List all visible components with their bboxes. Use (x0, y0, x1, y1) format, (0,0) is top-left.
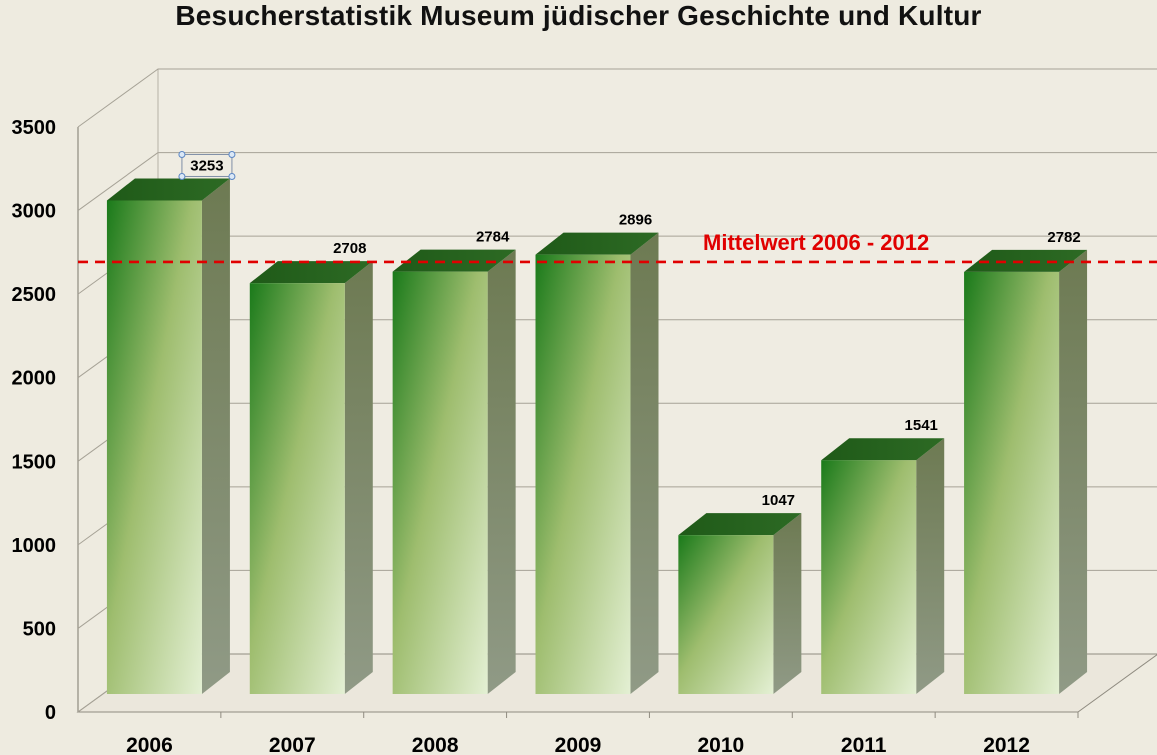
data-label: 1541 (905, 417, 938, 434)
y-tick-label: 2500 (12, 284, 57, 306)
bar-top (392, 249, 516, 272)
data-label: 1047 (762, 492, 795, 509)
bar-side (487, 249, 516, 694)
y-tick-label: 1500 (12, 451, 57, 473)
bar-top (249, 261, 373, 284)
bar-top (678, 513, 802, 536)
x-tick-label: 2011 (841, 734, 887, 755)
x-tick-label: 2012 (983, 734, 1030, 755)
bar-top (535, 232, 659, 255)
bar[interactable] (249, 283, 345, 694)
y-tick-label: 1000 (12, 535, 57, 557)
bar[interactable] (821, 460, 917, 694)
mean-line-label: Mittelwert 2006 - 2012 (703, 230, 929, 255)
data-label: 2896 (619, 212, 652, 229)
data-label: 2708 (333, 240, 366, 257)
data-label: 3253 (190, 157, 223, 174)
selection-handle[interactable] (228, 172, 236, 180)
y-tick-label: 3000 (12, 201, 57, 223)
bar-top (821, 438, 945, 461)
y-tick-label: 2000 (12, 368, 57, 390)
bar-side (344, 261, 373, 694)
bar-side (201, 178, 230, 694)
y-tick-label: 0 (45, 702, 56, 724)
bar-side (916, 438, 945, 694)
bar[interactable] (964, 271, 1060, 694)
bar-top (106, 178, 230, 201)
selection-handle[interactable] (178, 172, 186, 180)
y-tick-label: 500 (23, 618, 56, 640)
y-tick-label: 3500 (12, 117, 57, 139)
bar[interactable] (392, 271, 488, 694)
bar[interactable] (535, 254, 631, 694)
chart-title: Besucherstatistik Museum jüdischer Gesch… (175, 0, 982, 31)
x-tick-label: 2007 (269, 734, 316, 755)
gridline-side (77, 68, 159, 128)
bar[interactable] (106, 200, 202, 694)
x-tick-label: 2010 (697, 734, 744, 755)
selection-handle[interactable] (228, 150, 236, 158)
data-label: 2782 (1047, 229, 1080, 246)
bar-top (964, 249, 1088, 272)
selection-handle[interactable] (178, 150, 186, 158)
bar[interactable] (678, 535, 774, 694)
bar-side (1059, 249, 1088, 695)
bar-side (773, 513, 802, 694)
x-tick-label: 2009 (555, 734, 602, 755)
gridline-side (77, 152, 159, 211)
x-tick-label: 2008 (412, 734, 459, 755)
data-label-selection-box (181, 153, 233, 177)
x-tick-label: 2006 (126, 734, 173, 755)
data-label: 2784 (476, 229, 510, 246)
bar-side (630, 232, 659, 694)
